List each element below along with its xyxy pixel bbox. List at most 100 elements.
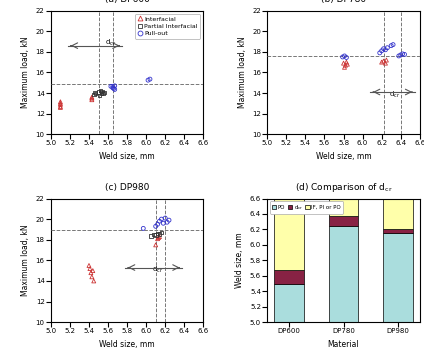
Point xyxy=(57,105,64,110)
Bar xyxy=(274,199,304,270)
Point xyxy=(397,52,404,58)
Point xyxy=(86,263,92,268)
Point xyxy=(98,90,105,96)
Point xyxy=(344,61,351,67)
Y-axis label: Maximum load, kN: Maximum load, kN xyxy=(21,224,30,296)
Title: (c) DP980: (c) DP980 xyxy=(105,183,149,192)
Point xyxy=(343,59,350,65)
Point xyxy=(112,87,118,92)
Point xyxy=(401,52,408,57)
Point xyxy=(91,90,98,95)
Point xyxy=(151,232,157,238)
Bar xyxy=(329,199,358,216)
Point xyxy=(145,77,151,83)
Bar xyxy=(274,270,304,284)
Point xyxy=(89,268,96,273)
Y-axis label: Maximum load, kN: Maximum load, kN xyxy=(237,36,246,108)
Point xyxy=(57,102,64,107)
Bar xyxy=(329,225,358,322)
Point xyxy=(57,99,64,105)
Legend: Interfacial, Partial Interfacial, Pull-out: Interfacial, Partial Interfacial, Pull-o… xyxy=(135,14,200,39)
Point xyxy=(156,218,163,224)
Point xyxy=(148,233,154,239)
Point xyxy=(99,88,106,94)
Point xyxy=(112,83,118,88)
Title: (a) DP600: (a) DP600 xyxy=(105,0,150,4)
Point xyxy=(140,225,147,231)
Point xyxy=(154,231,161,236)
Point xyxy=(380,46,387,52)
X-axis label: Weld size, mm: Weld size, mm xyxy=(99,152,155,161)
Point xyxy=(154,222,161,227)
Point xyxy=(109,84,116,89)
Point xyxy=(100,91,107,96)
Point xyxy=(152,223,159,229)
Point xyxy=(108,84,114,89)
Point xyxy=(155,235,162,240)
Point xyxy=(154,236,161,241)
Legend: PO, d$_{\mathregular{cr}}$, IF, PI or PO: PO, d$_{\mathregular{cr}}$, IF, PI or PO xyxy=(270,201,343,213)
Point xyxy=(90,278,97,284)
Point xyxy=(96,93,103,98)
Text: d$_{\mathregular{cr}}$: d$_{\mathregular{cr}}$ xyxy=(105,38,117,48)
Bar xyxy=(329,216,358,225)
Point xyxy=(388,43,395,48)
Point xyxy=(89,97,95,103)
Point xyxy=(378,59,385,65)
Point xyxy=(152,232,159,238)
Point xyxy=(57,104,64,109)
Point xyxy=(342,62,349,68)
Point xyxy=(152,242,159,248)
Title: (b) DP780: (b) DP780 xyxy=(321,0,366,4)
Point xyxy=(109,85,116,91)
Point xyxy=(90,92,97,97)
Point xyxy=(166,217,173,223)
Point xyxy=(86,266,93,272)
Point xyxy=(164,219,170,225)
Point xyxy=(382,47,389,53)
Point xyxy=(110,86,117,91)
Point xyxy=(92,91,99,96)
Point xyxy=(158,216,165,222)
Y-axis label: Weld size, mm: Weld size, mm xyxy=(235,233,244,288)
X-axis label: Material: Material xyxy=(328,340,360,349)
Text: d$_{\mathregular{cr}}$: d$_{\mathregular{cr}}$ xyxy=(152,265,163,275)
Point xyxy=(87,270,94,275)
Point xyxy=(382,60,389,66)
Point xyxy=(377,50,383,56)
Point xyxy=(341,53,348,59)
Point xyxy=(339,54,346,60)
Bar xyxy=(274,284,304,322)
Point xyxy=(158,230,165,235)
X-axis label: Weld size, mm: Weld size, mm xyxy=(316,152,371,161)
Point xyxy=(89,94,95,100)
Bar xyxy=(383,233,413,322)
Point xyxy=(384,45,391,51)
Point xyxy=(340,60,347,66)
Point xyxy=(343,55,350,60)
Title: (d) Comparison of d$_{\mathregular{cr}}$: (d) Comparison of d$_{\mathregular{cr}}$ xyxy=(295,181,393,194)
Y-axis label: Maximum load, kN: Maximum load, kN xyxy=(21,36,30,108)
Point xyxy=(380,58,387,64)
X-axis label: Weld size, mm: Weld size, mm xyxy=(99,340,155,349)
Point xyxy=(341,64,348,70)
Point xyxy=(399,51,406,57)
Text: d$_{\mathregular{cr}}$: d$_{\mathregular{cr}}$ xyxy=(389,90,401,100)
Point xyxy=(101,90,108,95)
Point xyxy=(396,53,402,59)
Point xyxy=(97,88,104,93)
Point xyxy=(156,234,163,239)
Point xyxy=(89,95,95,101)
Point xyxy=(95,89,102,95)
Point xyxy=(390,42,396,47)
Bar xyxy=(383,199,413,229)
Point xyxy=(383,57,390,63)
Point xyxy=(57,101,64,106)
Point xyxy=(160,221,167,226)
Point xyxy=(147,76,153,82)
Point xyxy=(378,48,385,53)
Bar xyxy=(383,229,413,233)
Point xyxy=(89,274,95,280)
Point xyxy=(156,231,163,237)
Point xyxy=(162,215,169,221)
